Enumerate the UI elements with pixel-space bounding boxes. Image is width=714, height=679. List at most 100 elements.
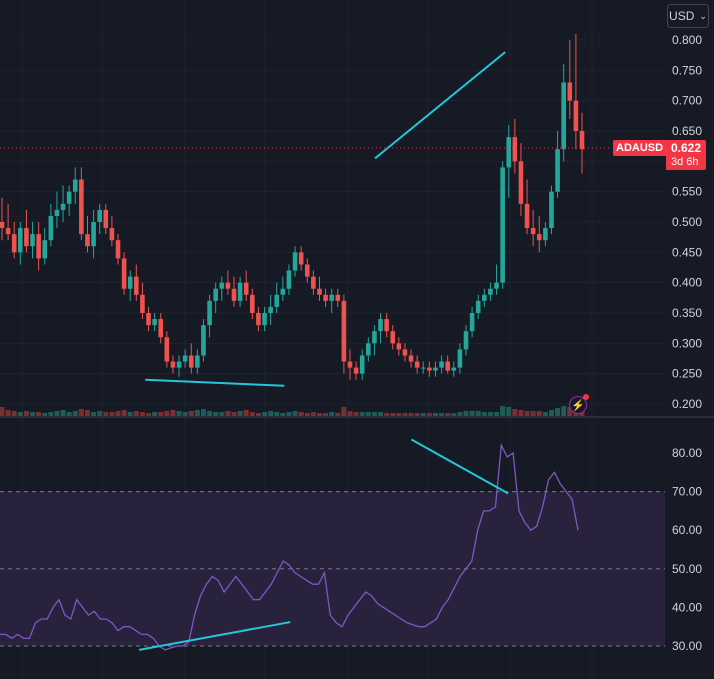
candle-body — [48, 215, 54, 241]
candle-body — [390, 331, 396, 344]
candle-body — [439, 361, 444, 368]
candle-body — [433, 367, 438, 371]
last-price-value: 0.622 — [671, 141, 702, 155]
volume-bar — [11, 411, 17, 416]
volume-bar — [280, 413, 286, 416]
volume-bars — [0, 406, 585, 416]
trendlines[interactable] — [138, 51, 509, 651]
price-tick-label: 0.500 — [672, 215, 702, 229]
candle-body — [402, 349, 408, 356]
candle-body — [469, 313, 475, 332]
candle-body — [115, 240, 121, 259]
volume-bar — [237, 411, 243, 416]
volume-bar — [84, 410, 90, 416]
volume-bar — [378, 412, 384, 416]
volume-bar — [164, 411, 170, 416]
volume-bar — [121, 410, 127, 416]
candle-body — [451, 367, 457, 371]
volume-bar — [30, 412, 36, 416]
rsi-tick-label: 80.00 — [672, 446, 702, 460]
volume-bar — [54, 411, 60, 416]
candle-body — [298, 252, 304, 265]
currency-label: USD — [669, 9, 695, 23]
lightning-icon[interactable]: ⚡ — [569, 394, 589, 414]
candle-body — [579, 131, 585, 150]
price-trendline — [145, 378, 285, 387]
candle-body — [0, 222, 5, 229]
volume-bar — [188, 411, 194, 416]
price-trendline — [374, 51, 506, 160]
candle-body — [311, 276, 316, 289]
volume-bar — [518, 410, 524, 416]
price-tick-label: 0.800 — [672, 33, 702, 47]
rsi-tick-label: 50.00 — [672, 562, 702, 576]
volume-bar — [158, 412, 164, 416]
candle-body — [463, 331, 469, 350]
volume-bar — [341, 407, 347, 416]
countdown-value: 3d 6h — [671, 156, 699, 168]
price-tick-label: 0.700 — [672, 94, 702, 108]
volume-bar — [451, 413, 457, 416]
candle-body — [207, 300, 212, 326]
candle-body — [500, 167, 505, 283]
rsi-axis[interactable]: 80.00 70.00 60.00 50.00 40.00 30.00 — [672, 446, 702, 653]
price-tick-label: 0.300 — [672, 336, 702, 350]
candle-body — [341, 300, 347, 362]
volume-bar — [127, 412, 133, 416]
candle-body — [225, 282, 231, 289]
candle-body — [512, 137, 518, 162]
candle-body — [396, 343, 402, 350]
volume-bar — [152, 412, 158, 416]
candle-body — [274, 294, 280, 307]
volume-bar — [23, 411, 29, 416]
volume-bar — [463, 411, 469, 416]
candle-body — [420, 367, 426, 369]
volume-bar — [426, 413, 432, 416]
currency-dropdown[interactable]: USD ⌄ — [667, 4, 709, 28]
rsi-polyline — [0, 443, 579, 651]
candle-body — [243, 282, 249, 295]
volume-bar — [365, 412, 371, 416]
volume-bar — [335, 413, 341, 416]
volume-bar — [555, 408, 561, 416]
candle-body — [158, 319, 164, 338]
candle-body — [482, 294, 487, 301]
candle-body — [121, 258, 127, 289]
candle-body — [555, 149, 560, 192]
candle-body — [164, 337, 170, 362]
volume-bar — [286, 412, 292, 416]
volume-bar — [396, 413, 402, 416]
volume-bar — [353, 412, 359, 416]
volume-bar — [402, 413, 408, 416]
volume-bar — [561, 406, 567, 416]
candle-body — [317, 288, 322, 295]
price-axis[interactable]: 0.8000.7500.7000.6500.6000.5500.5000.450… — [672, 33, 702, 411]
candle-body — [5, 228, 11, 235]
volume-bar — [329, 412, 335, 416]
candle-body — [213, 288, 218, 301]
volume-bar — [139, 412, 145, 416]
volume-bar — [243, 410, 249, 416]
candle-body — [353, 367, 359, 374]
price-tick-label: 0.750 — [672, 63, 702, 77]
candle-body — [359, 355, 365, 374]
candle-body — [543, 228, 548, 241]
candle-body — [384, 319, 389, 332]
volume-bar — [371, 412, 377, 416]
rsi-trendline — [410, 438, 509, 495]
candle-body — [329, 294, 334, 301]
candle-body — [262, 313, 267, 326]
volume-bar — [414, 413, 420, 416]
candle-body — [494, 282, 499, 289]
last-price-tag: 0.622 3d 6h — [666, 140, 706, 170]
candle-body — [475, 300, 481, 313]
rsi-band — [0, 491, 665, 647]
candle-body — [561, 82, 566, 150]
volume-bar — [408, 413, 414, 416]
volume-bar — [133, 411, 139, 416]
volume-bar — [249, 412, 255, 416]
price-tick-label: 0.350 — [672, 306, 702, 320]
candle-body — [250, 294, 255, 313]
volume-bar — [17, 412, 23, 416]
